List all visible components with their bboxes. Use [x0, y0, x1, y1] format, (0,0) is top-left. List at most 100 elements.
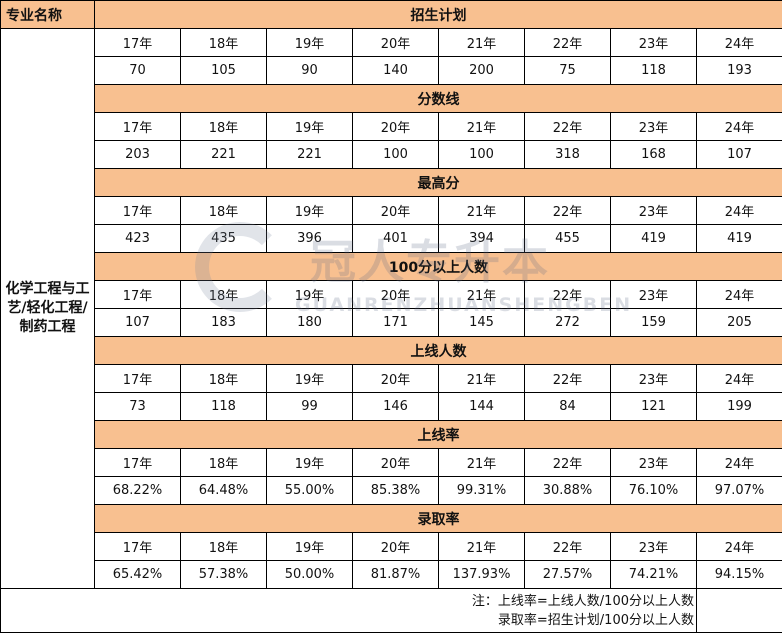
year-cell: 19年	[266, 196, 353, 225]
year-cell: 17年	[94, 196, 181, 225]
year-cell: 24年	[696, 532, 782, 561]
year-cell: 18年	[180, 364, 267, 393]
value-cell: 168	[610, 140, 697, 169]
value-cell: 455	[524, 224, 611, 253]
value-cell: 107	[94, 308, 181, 337]
column-header-major: 专业名称	[0, 0, 95, 29]
year-row: 17年 18年 19年 20年 21年 22年 23年 24年	[1, 196, 782, 225]
note-line-2: 录取率=招生计划/100分以上人数	[497, 612, 694, 628]
year-cell: 17年	[94, 448, 181, 477]
section-title: 招生计划	[94, 0, 782, 29]
value-cell: 85.38%	[352, 476, 439, 505]
section-header-row: 100分以上人数	[1, 252, 782, 281]
year-cell: 23年	[610, 364, 697, 393]
value-cell: 55.00%	[266, 476, 353, 505]
value-cell: 90	[266, 56, 353, 85]
note-row: 注：上线率=上线人数/100分以上人数录取率=招生计划/100分以上人数	[0, 588, 782, 633]
year-cell: 21年	[438, 112, 525, 141]
value-cell: 183	[180, 308, 267, 337]
value-cell: 419	[696, 224, 782, 253]
year-cell: 18年	[180, 196, 267, 225]
value-row: 70 105 90 140 200 75 118 193	[1, 56, 782, 85]
major-name: 化学工程与工艺/轻化工程/制药工程	[0, 28, 95, 589]
year-cell: 20年	[352, 364, 439, 393]
value-cell: 118	[180, 392, 267, 421]
year-cell: 23年	[610, 196, 697, 225]
value-cell: 221	[266, 140, 353, 169]
value-row: 107 183 180 171 145 272 159 205	[1, 308, 782, 337]
value-cell: 94.15%	[696, 560, 782, 589]
value-cell: 121	[610, 392, 697, 421]
section-header-row: 上线人数	[1, 336, 782, 365]
year-cell: 17年	[94, 364, 181, 393]
value-cell: 159	[610, 308, 697, 337]
year-row: 17年 18年 19年 20年 21年 22年 23年 24年	[1, 532, 782, 561]
year-cell: 23年	[610, 112, 697, 141]
year-cell: 19年	[266, 28, 353, 57]
value-cell: 140	[352, 56, 439, 85]
year-cell: 22年	[524, 448, 611, 477]
value-cell: 27.57%	[524, 560, 611, 589]
year-cell: 22年	[524, 364, 611, 393]
value-row: 423 435 396 401 394 455 419 419	[1, 224, 782, 253]
year-cell: 24年	[696, 364, 782, 393]
section-title: 100分以上人数	[94, 252, 782, 281]
year-cell: 24年	[696, 280, 782, 309]
value-cell: 200	[438, 56, 525, 85]
year-cell: 18年	[180, 532, 267, 561]
value-cell: 30.88%	[524, 476, 611, 505]
value-cell: 57.38%	[180, 560, 267, 589]
value-cell: 75	[524, 56, 611, 85]
year-cell: 24年	[696, 196, 782, 225]
value-cell: 74.21%	[610, 560, 697, 589]
note-line-1: 注：上线率=上线人数/100分以上人数	[471, 593, 694, 609]
section-header-row: 最高分	[1, 168, 782, 197]
year-cell: 17年	[94, 532, 181, 561]
section-header-row: 专业名称 招生计划	[0, 0, 782, 29]
section-title: 上线率	[94, 420, 782, 449]
value-cell: 107	[696, 140, 782, 169]
value-cell: 105	[180, 56, 267, 85]
year-cell: 19年	[266, 112, 353, 141]
section-header-row: 录取率	[1, 504, 782, 533]
year-cell: 20年	[352, 280, 439, 309]
year-cell: 20年	[352, 448, 439, 477]
year-cell: 23年	[610, 280, 697, 309]
year-cell: 21年	[438, 448, 525, 477]
value-cell: 396	[266, 224, 353, 253]
year-cell: 19年	[266, 280, 353, 309]
year-cell: 23年	[610, 532, 697, 561]
value-cell: 145	[438, 308, 525, 337]
year-cell: 23年	[610, 448, 697, 477]
year-cell: 21年	[438, 196, 525, 225]
value-cell: 118	[610, 56, 697, 85]
value-cell: 423	[94, 224, 181, 253]
year-row: 化学工程与工艺/轻化工程/制药工程 17年 18年 19年 20年 21年 22年 23年 24…	[0, 28, 782, 589]
value-cell: 73	[94, 392, 181, 421]
value-cell: 435	[180, 224, 267, 253]
year-cell: 17年	[94, 112, 181, 141]
value-cell: 97.07%	[696, 476, 782, 505]
year-cell: 24年	[696, 28, 782, 57]
section-title: 上线人数	[94, 336, 782, 365]
year-row: 17年 18年 19年 20年 21年 22年 23年 24年	[1, 448, 782, 477]
year-cell: 21年	[438, 532, 525, 561]
empty-cell	[696, 588, 782, 633]
value-cell: 205	[696, 308, 782, 337]
value-row: 73 118 99 146 144 84 121 199	[1, 392, 782, 421]
value-row: 65.42% 57.38% 50.00% 81.87% 137.93% 27.57% 74.…	[1, 560, 782, 589]
value-cell: 99.31%	[438, 476, 525, 505]
year-cell: 18年	[180, 448, 267, 477]
value-cell: 199	[696, 392, 782, 421]
value-row: 68.22% 64.48% 55.00% 85.38% 99.31% 30.88% 76.1…	[1, 476, 782, 505]
value-cell: 193	[696, 56, 782, 85]
value-cell: 137.93%	[438, 560, 525, 589]
year-cell: 22年	[524, 112, 611, 141]
year-cell: 21年	[438, 280, 525, 309]
year-cell: 19年	[266, 364, 353, 393]
year-row: 17年 18年 19年 20年 21年 22年 23年 24年	[1, 112, 782, 141]
year-cell: 18年	[180, 280, 267, 309]
value-cell: 146	[352, 392, 439, 421]
year-cell: 20年	[352, 532, 439, 561]
